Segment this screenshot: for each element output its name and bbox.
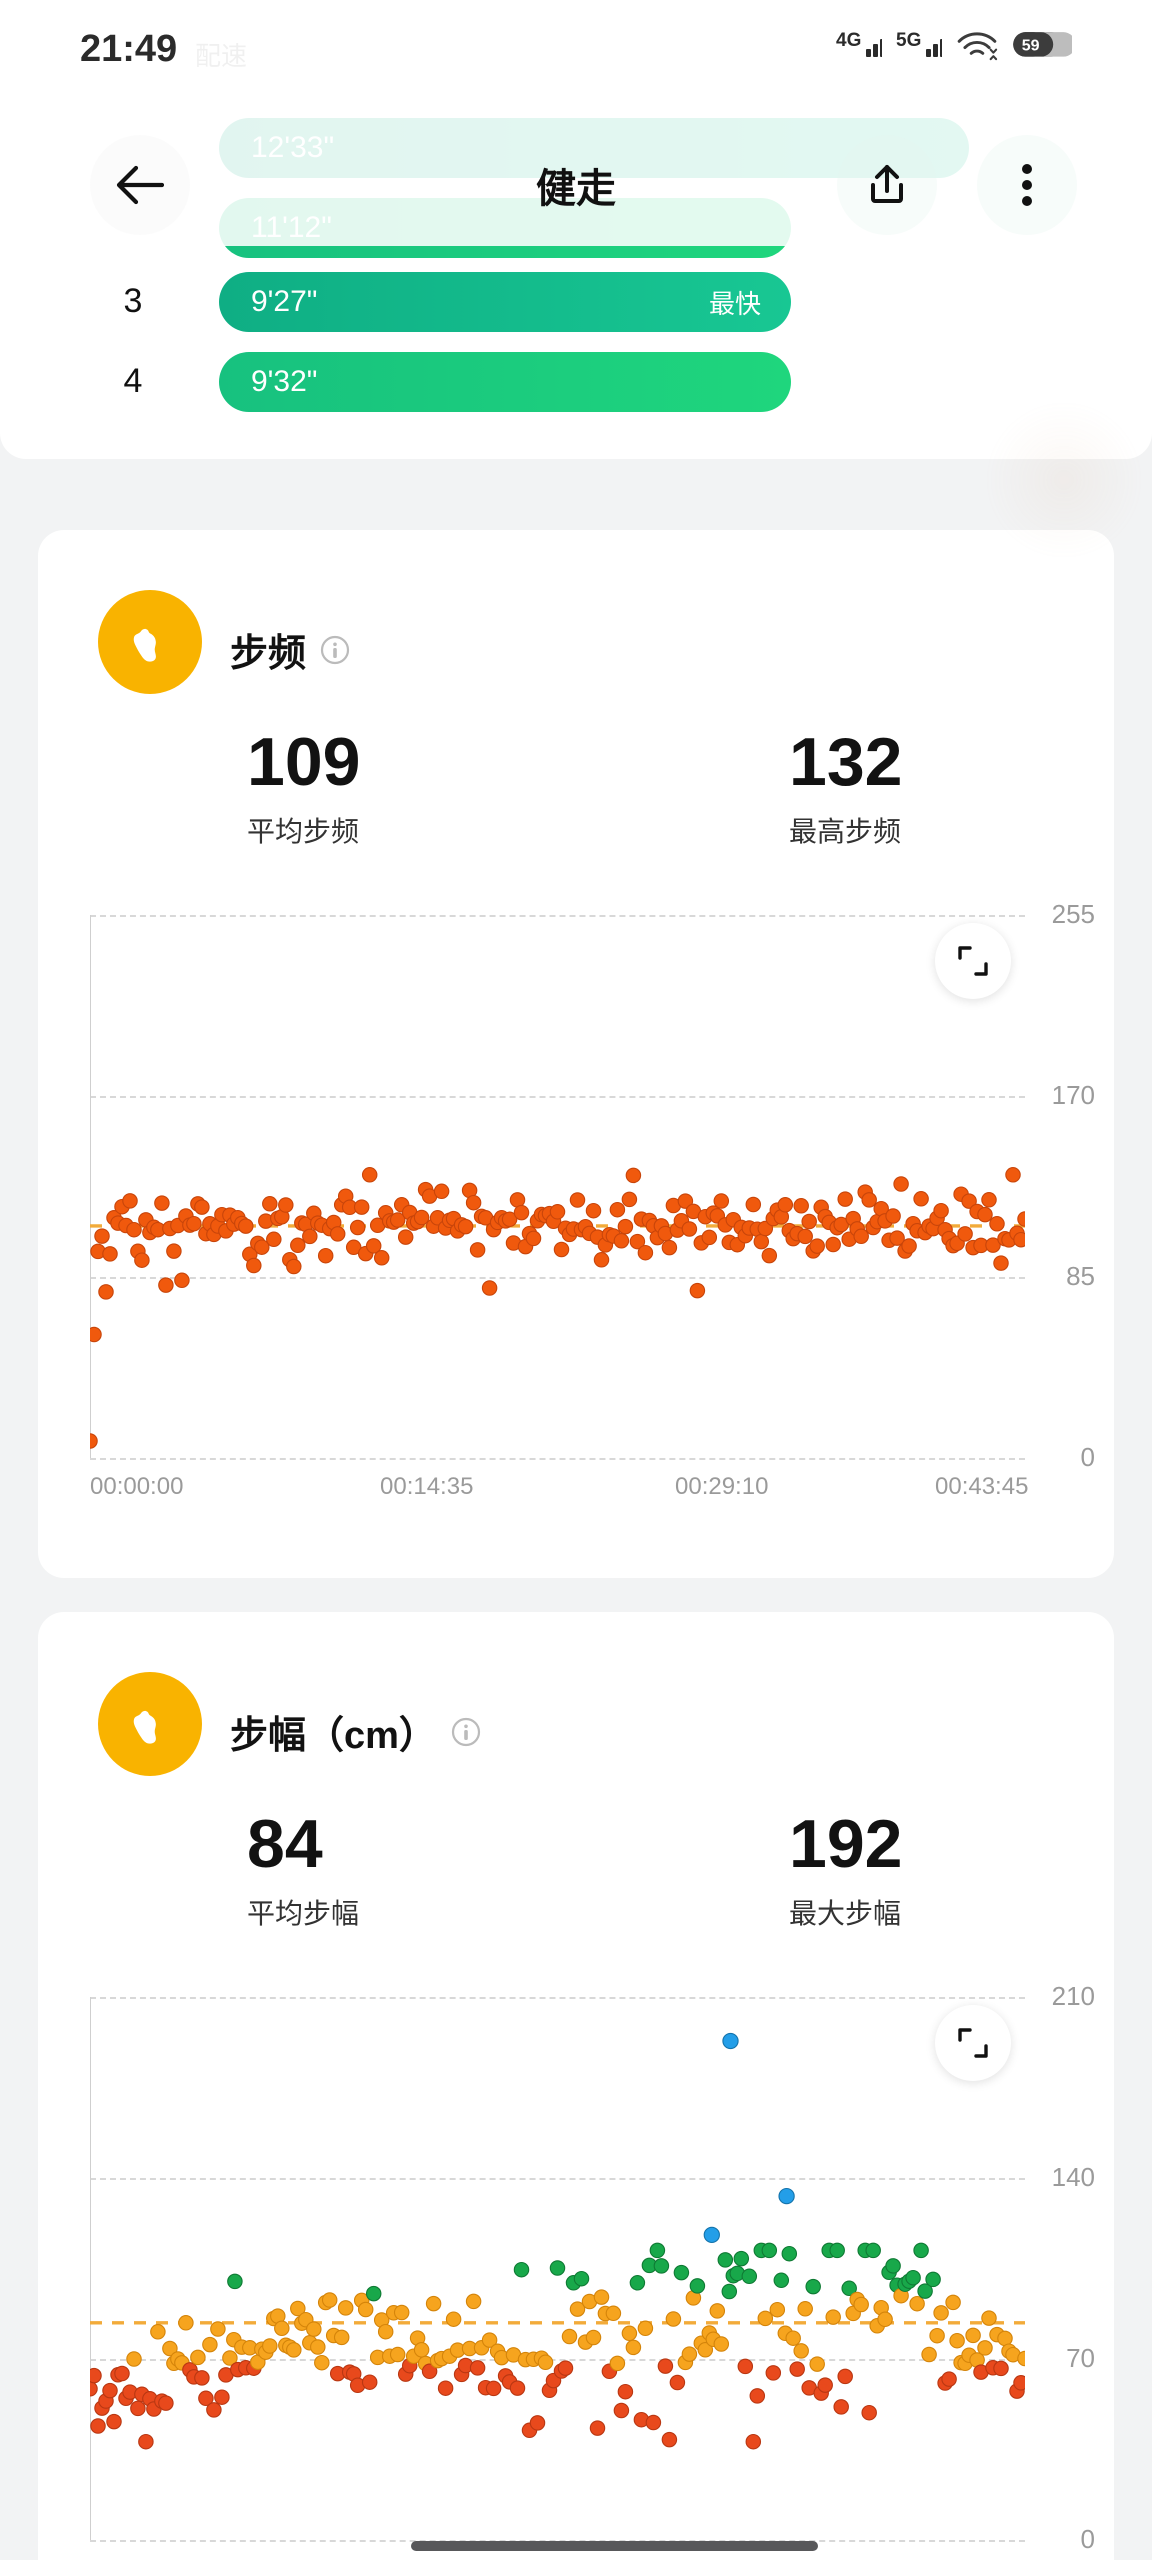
svg-text:4G: 4G bbox=[836, 31, 861, 51]
svg-text:5G: 5G bbox=[896, 31, 921, 51]
svg-text:59: 59 bbox=[1022, 37, 1040, 54]
